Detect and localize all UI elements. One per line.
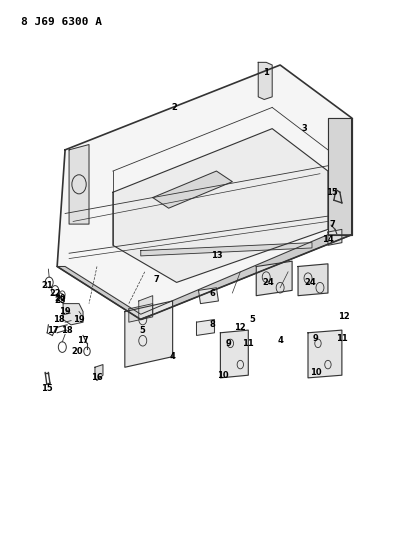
Text: 7: 7 (329, 220, 335, 229)
Polygon shape (221, 330, 248, 378)
Text: 3: 3 (301, 124, 307, 133)
Text: 2: 2 (172, 103, 178, 112)
Text: 18: 18 (53, 315, 65, 324)
Text: 17: 17 (47, 326, 59, 335)
Polygon shape (125, 301, 172, 367)
Text: 23: 23 (55, 296, 66, 305)
Text: 10: 10 (310, 368, 322, 377)
Text: 19: 19 (73, 315, 85, 324)
Text: 16: 16 (91, 373, 103, 382)
Text: 22: 22 (49, 288, 61, 297)
Polygon shape (328, 118, 352, 235)
Text: 24: 24 (304, 278, 316, 287)
Text: 8 J69 6300 A: 8 J69 6300 A (21, 17, 102, 27)
Polygon shape (258, 62, 272, 100)
Text: 21: 21 (41, 280, 53, 289)
Text: 15: 15 (41, 384, 53, 393)
Polygon shape (69, 144, 89, 224)
Text: 6: 6 (209, 288, 215, 297)
Polygon shape (196, 319, 215, 335)
Text: 12: 12 (235, 323, 246, 332)
Text: 10: 10 (217, 370, 228, 379)
Text: 4: 4 (170, 352, 176, 361)
Polygon shape (95, 365, 103, 381)
Polygon shape (57, 235, 352, 319)
Text: 7: 7 (154, 275, 160, 284)
Text: 5: 5 (249, 315, 255, 324)
Text: 1: 1 (263, 68, 269, 77)
Text: 11: 11 (336, 334, 348, 343)
Polygon shape (139, 296, 153, 319)
Polygon shape (63, 304, 83, 325)
Text: 18: 18 (61, 326, 73, 335)
Polygon shape (298, 264, 328, 296)
Text: 12: 12 (338, 312, 350, 321)
Polygon shape (198, 288, 219, 304)
Text: 19: 19 (59, 307, 71, 316)
Polygon shape (129, 304, 153, 322)
Text: 13: 13 (211, 252, 222, 261)
Polygon shape (141, 243, 312, 256)
Text: 14: 14 (322, 236, 334, 245)
Text: 5: 5 (140, 326, 146, 335)
Text: 17: 17 (77, 336, 89, 345)
Text: 9: 9 (313, 334, 319, 343)
Text: 24: 24 (262, 278, 274, 287)
Text: 8: 8 (210, 320, 215, 329)
Text: 20: 20 (71, 347, 83, 356)
Polygon shape (328, 229, 342, 245)
Polygon shape (308, 330, 342, 378)
Polygon shape (153, 171, 232, 208)
Polygon shape (57, 65, 352, 319)
Text: 20: 20 (55, 294, 66, 303)
Text: 11: 11 (243, 339, 254, 348)
Polygon shape (256, 261, 292, 296)
Text: 4: 4 (277, 336, 283, 345)
Polygon shape (113, 128, 328, 282)
Text: 15: 15 (326, 188, 338, 197)
Text: 9: 9 (225, 339, 231, 348)
